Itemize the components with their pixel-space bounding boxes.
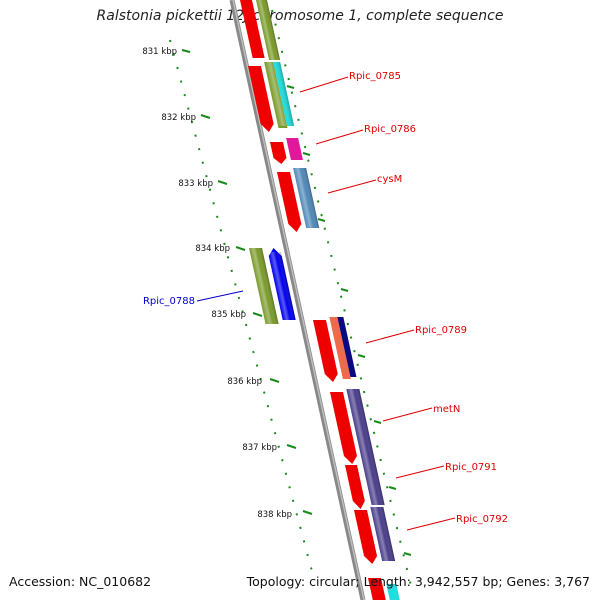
- gene-label-rpic-0785[interactable]: Rpic_0785: [349, 71, 401, 82]
- tick-marks: [181, 49, 412, 556]
- leader-line: [395, 465, 445, 479]
- gene-labels: Rpic_0785 Rpic_0786 cysM Rpic_0788 Rpic_…: [143, 71, 508, 531]
- gene-arrow[interactable]: [330, 392, 359, 464]
- tick-mark: [235, 246, 246, 251]
- outer-tick-mark: [317, 218, 326, 222]
- tick-label: 832 kbp: [161, 113, 196, 123]
- tick-label: 837 kbp: [242, 443, 277, 453]
- map-title: Ralstonia pickettii 12J chromosome 1, co…: [96, 8, 504, 24]
- gene-arrow[interactable]: [354, 510, 379, 564]
- leader-line: [365, 329, 415, 344]
- tick-label: 831 kbp: [142, 47, 177, 57]
- gene-feature[interactable]: [337, 317, 357, 377]
- outer-tick-mark: [302, 152, 311, 156]
- gene-feature[interactable]: [329, 317, 351, 379]
- outer-tick-mark: [373, 420, 382, 424]
- outer-tick-mark: [388, 486, 397, 490]
- gene-label-rpic-0786[interactable]: Rpic_0786: [364, 124, 416, 135]
- outer-tick-mark: [286, 85, 295, 89]
- tick-mark: [181, 49, 191, 53]
- gene-features: [237, 0, 402, 600]
- outer-dotted-track: [271, 9, 413, 591]
- leader-line: [382, 407, 433, 422]
- gene-feature[interactable]: [237, 0, 265, 58]
- leader-line: [196, 290, 244, 302]
- gene-arrow[interactable]: [313, 320, 340, 382]
- leader-line: [406, 517, 456, 531]
- gene-label-metn[interactable]: metN: [433, 404, 460, 415]
- tick-mark: [200, 114, 211, 119]
- tick-label: 836 kbp: [227, 377, 262, 387]
- outer-tick-mark: [340, 288, 349, 292]
- topology-summary: Topology: circular; Length: 3,942,557 bp…: [246, 574, 590, 589]
- tick-mark: [217, 180, 228, 185]
- tick-mark: [286, 444, 297, 449]
- leader-line: [327, 179, 377, 194]
- gene-label-rpic-0788[interactable]: Rpic_0788: [143, 296, 195, 307]
- gene-label-cysm[interactable]: cysM: [377, 174, 402, 185]
- tick-label: 835 kbp: [211, 310, 246, 320]
- leader-line: [299, 76, 349, 93]
- gene-arrow[interactable]: [345, 465, 367, 509]
- leader-line: [315, 129, 364, 145]
- gene-label-rpic-0791[interactable]: Rpic_0791: [445, 462, 497, 473]
- gene-label-rpic-0792[interactable]: Rpic_0792: [456, 514, 508, 525]
- outer-tick-mark: [403, 552, 412, 556]
- tick-mark: [302, 510, 313, 515]
- outer-tick-mark: [357, 354, 366, 358]
- tick-label: 838 kbp: [257, 510, 292, 520]
- tick-mark: [269, 378, 280, 383]
- gene-feature[interactable]: [286, 138, 303, 160]
- gene-arrow[interactable]: [277, 172, 303, 232]
- gene-arrow[interactable]: [270, 142, 288, 164]
- gene-arrow[interactable]: [248, 66, 275, 132]
- tick-label: 833 kbp: [178, 179, 213, 189]
- tick-labels: 831 kbp 832 kbp 833 kbp 834 kbp 835 kbp …: [142, 47, 292, 520]
- gene-feature[interactable]: [386, 584, 402, 600]
- chromosome-backbone: [229, 0, 366, 600]
- gene-label-rpic-0789[interactable]: Rpic_0789: [415, 325, 467, 336]
- accession-text: Accession: NC_010682: [9, 574, 152, 589]
- tick-label: 834 kbp: [195, 244, 230, 254]
- tick-mark: [252, 312, 263, 317]
- gene-feature[interactable]: [368, 578, 388, 600]
